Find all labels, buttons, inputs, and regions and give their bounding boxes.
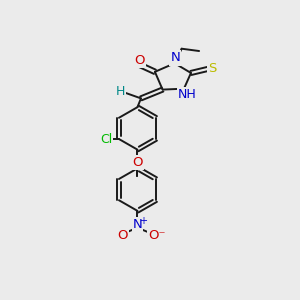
Text: +: + [139, 216, 147, 226]
Text: O: O [117, 229, 128, 242]
Text: H: H [116, 85, 125, 98]
Text: O: O [132, 156, 143, 169]
Text: O: O [135, 54, 145, 67]
Text: O⁻: O⁻ [148, 229, 166, 242]
Text: N: N [133, 218, 142, 231]
Text: Cl: Cl [100, 133, 112, 146]
Text: N: N [170, 51, 180, 64]
Text: S: S [208, 62, 217, 75]
Text: NH: NH [178, 88, 197, 101]
